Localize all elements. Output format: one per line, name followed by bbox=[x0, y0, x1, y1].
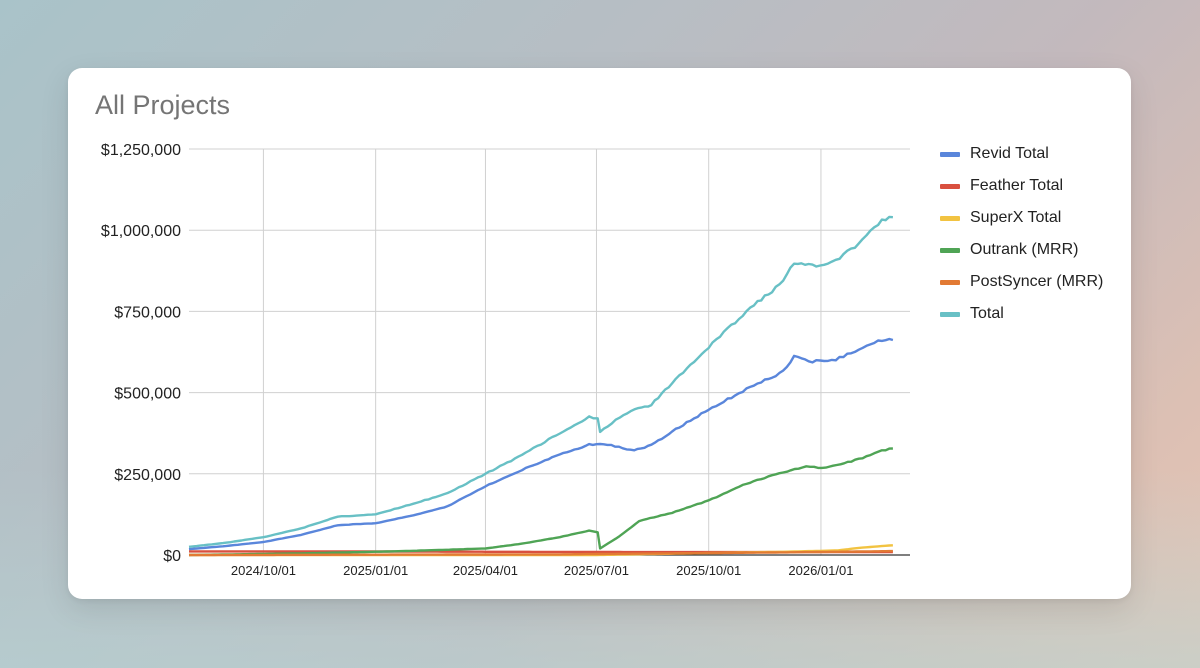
legend-item: Outrank (MRR) bbox=[940, 234, 1103, 266]
chart-legend: Revid Total Feather Total SuperX Total Outr… bbox=[940, 138, 1103, 330]
series-line-postsyncer-mrr bbox=[189, 549, 893, 557]
line-chart: $0 $250,000 $500,000 $750,000 $1,000,000 $1,2… bbox=[101, 142, 910, 578]
chart-title: All Projects bbox=[95, 90, 231, 120]
legend-label: Outrank (MRR) bbox=[970, 241, 1079, 258]
x-tick-label: 2025/01/01 bbox=[343, 563, 408, 578]
x-tick-label: 2026/01/01 bbox=[788, 563, 853, 578]
legend-swatch bbox=[940, 279, 960, 285]
legend-item: SuperX Total bbox=[940, 202, 1103, 234]
legend-swatch bbox=[940, 183, 960, 189]
x-tick-label: 2025/10/01 bbox=[676, 563, 741, 578]
legend-label: Revid Total bbox=[970, 145, 1049, 162]
chart-card: All Projects $0 $250,000 $500,000 $750,000 $… bbox=[68, 68, 1131, 599]
legend-swatch bbox=[940, 215, 960, 221]
x-tick-label: 2024/10/01 bbox=[231, 563, 296, 578]
y-tick-label: $500,000 bbox=[114, 386, 181, 403]
legend-item: Revid Total bbox=[940, 138, 1103, 170]
legend-label: Feather Total bbox=[970, 177, 1064, 194]
series-line-total bbox=[188, 215, 893, 548]
y-tick-label: $1,250,000 bbox=[101, 142, 181, 159]
x-tick-label: 2025/04/01 bbox=[453, 563, 518, 578]
y-tick-label: $1,000,000 bbox=[101, 223, 181, 240]
legend-item: Feather Total bbox=[940, 170, 1103, 202]
series-line-outrank-mrr bbox=[188, 447, 893, 557]
legend-label: Total bbox=[970, 305, 1004, 322]
x-tick-label: 2025/07/01 bbox=[564, 563, 629, 578]
series-line-revid-total bbox=[188, 337, 894, 551]
y-tick-label: $0 bbox=[163, 548, 181, 565]
y-tick-label: $750,000 bbox=[114, 304, 181, 321]
legend-swatch bbox=[940, 151, 960, 157]
legend-swatch bbox=[940, 311, 960, 317]
legend-swatch bbox=[940, 247, 960, 253]
legend-label: PostSyncer (MRR) bbox=[970, 273, 1104, 290]
legend-item: PostSyncer (MRR) bbox=[940, 266, 1103, 298]
y-tick-label: $250,000 bbox=[114, 467, 181, 484]
legend-label: SuperX Total bbox=[970, 209, 1062, 226]
legend-item: Total bbox=[940, 298, 1103, 330]
